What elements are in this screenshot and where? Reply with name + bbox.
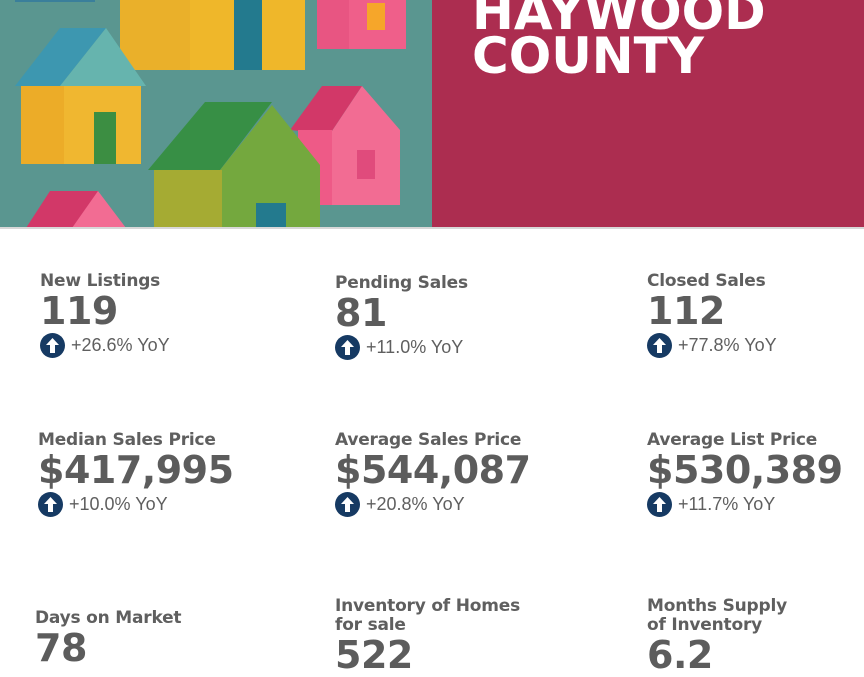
stat-change-text: +11.0% YoY <box>366 337 464 357</box>
stat-change-text: +10.0% YoY <box>69 494 168 514</box>
county-title-line2: COUNTY <box>472 27 704 85</box>
county-title: HAYWOOD COUNTY <box>472 0 766 85</box>
stat-change: +11.0% YoY <box>335 335 468 360</box>
stat-label-line1: Inventory of Homes <box>335 596 520 616</box>
stat-value: $544,087 <box>335 448 531 492</box>
stat-value: 81 <box>335 291 387 335</box>
stat-value: $417,995 <box>38 448 234 492</box>
houses-illustration <box>0 0 432 228</box>
stat-value: 112 <box>647 289 725 333</box>
stat-label: New Listings <box>40 271 161 291</box>
stat-change-text: +11.7% YoY <box>678 494 776 514</box>
stat-change: +20.8% YoY <box>335 492 531 517</box>
arrow-up-icon <box>335 492 360 517</box>
stat-average-sales-price: Average Sales Price $544,087 +20.8% YoY <box>335 431 531 517</box>
stat-change-text: +26.6% YoY <box>71 335 170 355</box>
stat-value: 6.2 <box>647 633 713 677</box>
stat-value: 78 <box>35 626 87 670</box>
stat-label-line1: Months Supply <box>647 596 787 616</box>
stat-label: Median Sales Price <box>38 430 216 450</box>
stat-value: 119 <box>40 289 118 333</box>
arrow-up-icon <box>38 492 63 517</box>
stat-days-on-market: Days on Market 78 <box>35 608 182 670</box>
stat-change: +77.8% YoY <box>647 333 777 358</box>
hero-divider <box>0 227 864 229</box>
arrow-up-icon <box>335 335 360 360</box>
county-title-line1: HAYWOOD <box>472 0 766 41</box>
stat-new-listings: New Listings 119 +26.6% YoY <box>40 272 170 358</box>
stat-change: +11.7% YoY <box>647 492 843 517</box>
stat-change-text: +77.8% YoY <box>678 335 777 355</box>
stat-change: +10.0% YoY <box>38 492 234 517</box>
stat-label-line2: for sale <box>335 615 406 635</box>
stat-average-list-price: Average List Price $530,389 +11.7% YoY <box>647 431 843 517</box>
stat-value: 522 <box>335 633 413 677</box>
stat-label: Average Sales Price <box>335 430 522 450</box>
stat-inventory-of-homes: Inventory of Homes for sale 522 <box>335 596 520 677</box>
stat-label: Days on Market <box>35 608 182 628</box>
stat-change: +26.6% YoY <box>40 333 170 358</box>
stat-months-supply: Months Supply of Inventory 6.2 <box>647 596 787 677</box>
stat-closed-sales: Closed Sales 112 +77.8% YoY <box>647 272 777 358</box>
arrow-up-icon <box>40 333 65 358</box>
stat-median-sales-price: Median Sales Price $417,995 +10.0% YoY <box>38 431 234 517</box>
stat-label: Average List Price <box>647 430 818 450</box>
stat-label: Pending Sales <box>335 273 468 293</box>
stat-change-text: +20.8% YoY <box>366 494 465 514</box>
title-panel: HAYWOOD COUNTY <box>432 0 864 228</box>
stat-pending-sales: Pending Sales 81 +11.0% YoY <box>335 274 468 360</box>
stat-label: Closed Sales <box>647 271 766 291</box>
arrow-up-icon <box>647 492 672 517</box>
stat-label-line2: of Inventory <box>647 615 763 635</box>
stat-value: $530,389 <box>647 448 843 492</box>
arrow-up-icon <box>647 333 672 358</box>
hero-banner: HAYWOOD COUNTY <box>0 0 864 229</box>
